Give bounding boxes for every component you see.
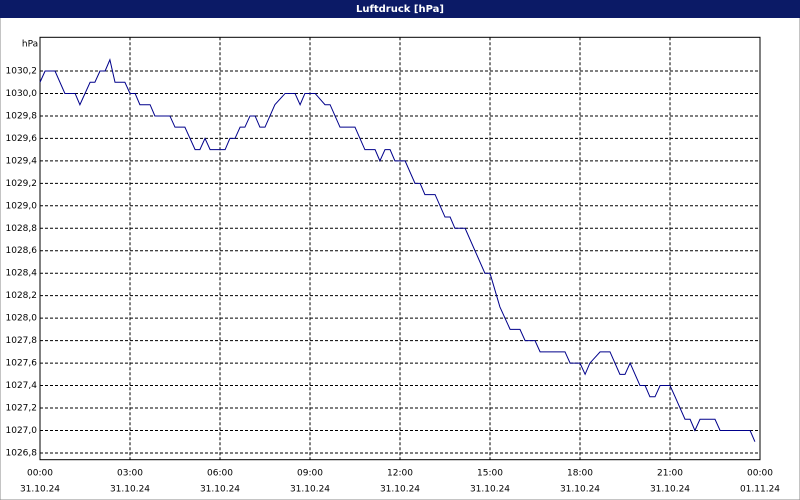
y-tick-label: 1027,8 xyxy=(6,336,38,346)
y-tick-label: 1028,0 xyxy=(6,314,38,324)
x-tick-date: 31.10.24 xyxy=(380,485,420,495)
y-tick-label: 1029,0 xyxy=(6,201,38,211)
x-tick-label: 03:00 xyxy=(117,469,143,479)
y-tick-label: 1028,6 xyxy=(6,246,38,256)
title-bar xyxy=(0,0,800,18)
y-tick-label: 1030,2 xyxy=(6,67,38,77)
y-tick-label: 1027,4 xyxy=(6,381,38,391)
x-tick-date: 31.10.24 xyxy=(560,485,600,495)
x-tick-label: 12:00 xyxy=(387,469,413,479)
y-tick-label: 1027,2 xyxy=(6,404,38,414)
x-tick-date: 31.10.24 xyxy=(650,485,690,495)
y-tick-label: 1027,6 xyxy=(6,359,38,369)
y-tick-label: 1029,4 xyxy=(6,156,38,166)
data-line xyxy=(39,58,756,442)
x-tick-date: 31.10.24 xyxy=(290,485,330,495)
x-tick-date: 01.11.24 xyxy=(740,485,780,495)
y-tick-label: 1028,8 xyxy=(6,224,38,234)
y-unit: hPa xyxy=(22,40,38,50)
y-tick-label: 1029,2 xyxy=(6,179,38,189)
x-tick-date: 31.10.24 xyxy=(200,485,240,495)
x-tick-label: 00:00 xyxy=(27,469,53,479)
x-tick-label: 09:00 xyxy=(297,469,323,479)
chart-title: Luftdruck [hPa] xyxy=(356,4,444,15)
y-tick-label: 1028,4 xyxy=(6,269,38,279)
y-tick-label: 1029,8 xyxy=(6,111,38,121)
x-tick-label: 21:00 xyxy=(657,469,683,479)
x-tick-label: 18:00 xyxy=(567,469,593,479)
y-tick-label: 1029,6 xyxy=(6,134,38,144)
x-tick-date: 31.10.24 xyxy=(470,485,510,495)
y-tick-label: 1026,8 xyxy=(6,448,38,458)
x-tick-label: 06:00 xyxy=(207,469,233,479)
y-tick-label: 1030,0 xyxy=(6,89,38,99)
y-tick-label: 1028,2 xyxy=(6,291,38,301)
x-tick-date: 31.10.24 xyxy=(110,485,150,495)
x-tick-label: 15:00 xyxy=(477,469,503,479)
y-tick-label: 1027,0 xyxy=(6,426,38,436)
x-tick-date: 31.10.24 xyxy=(20,485,60,495)
x-tick-label: 00:00 xyxy=(747,469,773,479)
